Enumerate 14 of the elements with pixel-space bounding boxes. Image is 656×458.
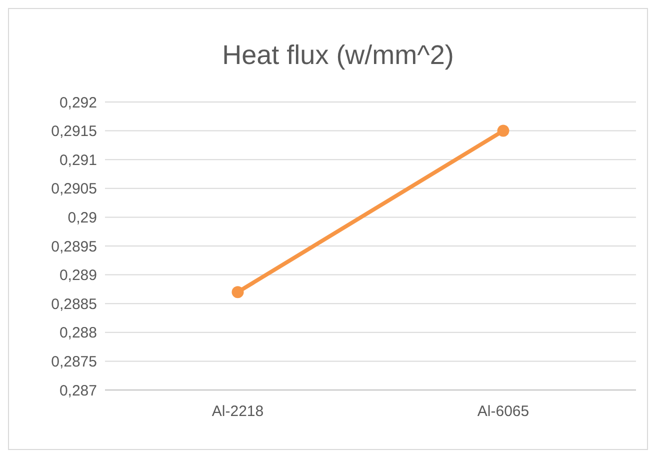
y-tick-label: 0,29 (68, 209, 97, 226)
chart-title: Heat flux (w/mm^2) (222, 40, 454, 70)
y-tick-label: 0,2885 (51, 296, 97, 313)
y-tick-label: 0,292 (59, 94, 97, 112)
y-tick-label: 0,287 (59, 382, 97, 400)
y-tick-label: 0,2905 (51, 180, 97, 198)
x-tick-label: Al-2218 (212, 403, 264, 420)
y-tick-label: 0,2895 (51, 238, 97, 256)
x-tick-label: Al-6065 (477, 403, 530, 420)
y-tick-label: 0,2915 (51, 123, 97, 140)
y-tick-label: 0,288 (59, 324, 97, 342)
y-tick-label: 0,289 (59, 267, 97, 284)
y-tick-label: 0,2875 (51, 353, 97, 370)
y-tick-label: 0,291 (59, 152, 97, 169)
